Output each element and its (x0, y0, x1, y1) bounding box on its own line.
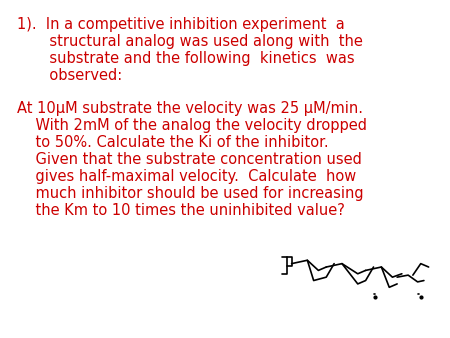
Text: structural analog was used along with  the: structural analog was used along with th… (17, 34, 363, 49)
Text: gives half-maximal velocity.  Calculate  how: gives half-maximal velocity. Calculate h… (17, 169, 356, 184)
Text: to 50%. Calculate the Ki of the inhibitor.: to 50%. Calculate the Ki of the inhibito… (17, 135, 328, 150)
Text: 1).  In a competitive inhibition experiment  a: 1). In a competitive inhibition experime… (17, 17, 345, 32)
Text: With 2mM of the analog the velocity dropped: With 2mM of the analog the velocity drop… (17, 118, 367, 133)
Text: Given that the substrate concentration used: Given that the substrate concentration u… (17, 152, 362, 167)
Text: the Km to 10 times the uninhibited value?: the Km to 10 times the uninhibited value… (17, 203, 345, 218)
Text: much inhibitor should be used for increasing: much inhibitor should be used for increa… (17, 186, 364, 201)
Text: substrate and the following  kinetics  was: substrate and the following kinetics was (17, 51, 355, 66)
Text: observed:: observed: (17, 68, 122, 82)
Text: At 10µM substrate the velocity was 25 µM/min.: At 10µM substrate the velocity was 25 µM… (17, 101, 363, 116)
